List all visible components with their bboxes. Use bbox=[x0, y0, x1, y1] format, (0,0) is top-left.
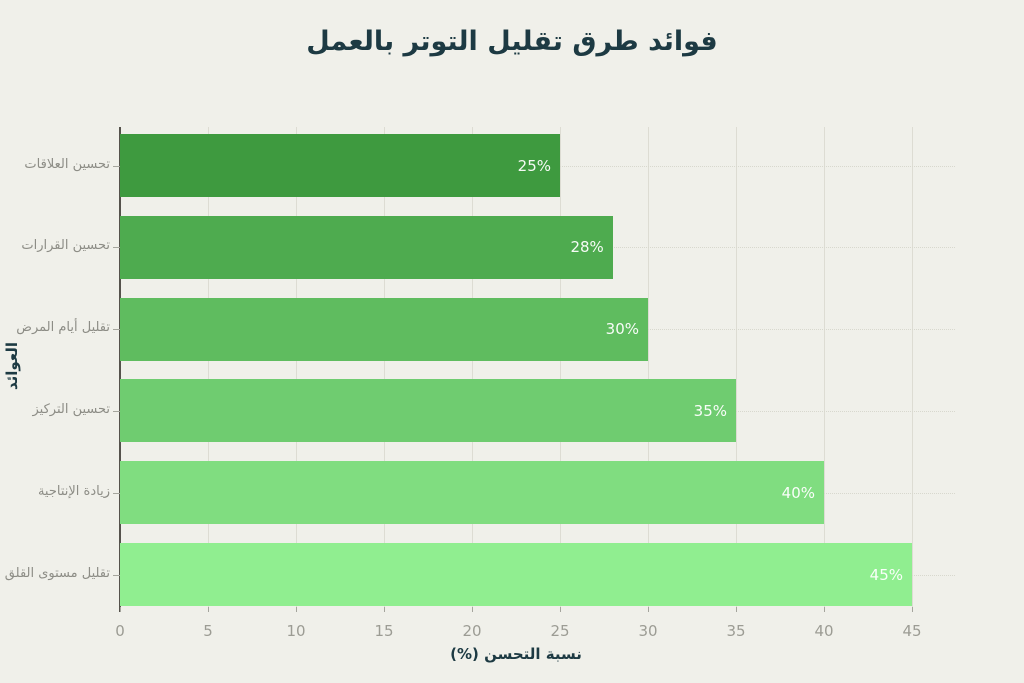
vertical-gridline bbox=[912, 127, 913, 607]
category-tick-mark bbox=[113, 329, 120, 331]
y-axis-line bbox=[119, 127, 121, 612]
x-tick-mark bbox=[120, 607, 121, 612]
vertical-gridline bbox=[648, 127, 649, 607]
vertical-gridline bbox=[296, 127, 297, 607]
x-tick-label: 25 bbox=[550, 622, 570, 640]
bar-value-label: 30% bbox=[605, 320, 639, 339]
x-tick-mark bbox=[208, 607, 209, 612]
category-tick-mark bbox=[113, 492, 120, 494]
bar: 35% bbox=[120, 379, 736, 443]
category-label: تحسين التركيز bbox=[32, 401, 110, 417]
plot-area: 25% 28% 30% 35% 40% 45% bbox=[120, 127, 955, 607]
vertical-gridline bbox=[472, 127, 473, 607]
bar: 45% bbox=[120, 543, 912, 606]
bar-value-label: 45% bbox=[869, 565, 903, 584]
x-tick-label: 15 bbox=[374, 622, 394, 640]
bar: 28% bbox=[120, 215, 613, 279]
x-tick-label: 30 bbox=[638, 622, 658, 640]
category-tick-mark bbox=[113, 410, 120, 412]
x-tick-mark bbox=[296, 607, 297, 612]
category-tick-mark bbox=[113, 165, 120, 167]
x-tick-label: 35 bbox=[726, 622, 746, 640]
category-label: تحسين القرارات bbox=[21, 238, 110, 254]
bar-value-label: 40% bbox=[781, 483, 815, 502]
category-label: تقليل أيام المرض bbox=[16, 320, 110, 336]
bar: 30% bbox=[120, 297, 648, 361]
x-tick-mark bbox=[824, 607, 825, 612]
category-label: زيادة الإنتاجية bbox=[37, 483, 110, 499]
bar-value-label: 25% bbox=[517, 156, 551, 175]
x-tick-label: 10 bbox=[286, 622, 306, 640]
category-label: تحسين العلاقات bbox=[24, 156, 110, 172]
x-tick-mark bbox=[736, 607, 737, 612]
vertical-gridline bbox=[384, 127, 385, 607]
bar: 40% bbox=[120, 461, 824, 525]
category-label: تقليل مستوى القلق bbox=[4, 565, 110, 581]
category-tick-mark bbox=[113, 247, 120, 249]
x-tick-mark bbox=[384, 607, 385, 612]
x-tick-mark bbox=[560, 607, 561, 612]
x-tick-label: 20 bbox=[462, 622, 482, 640]
vertical-gridline bbox=[736, 127, 737, 607]
x-tick-label: 45 bbox=[902, 622, 922, 640]
bar-value-label: 35% bbox=[693, 401, 727, 420]
x-tick-label: 40 bbox=[814, 622, 834, 640]
x-tick-mark bbox=[472, 607, 473, 612]
x-tick-label: 5 bbox=[203, 622, 213, 640]
bar: 25% bbox=[120, 134, 560, 197]
vertical-gridline bbox=[208, 127, 209, 607]
category-tick-mark bbox=[113, 574, 120, 576]
bar-value-label: 28% bbox=[570, 238, 604, 257]
x-tick-mark bbox=[912, 607, 913, 612]
x-axis-title: نسبة التحسن (%) bbox=[450, 645, 582, 663]
vertical-gridline bbox=[824, 127, 825, 607]
chart-title: فوائد طرق تقليل التوتر بالعمل bbox=[306, 26, 718, 57]
x-tick-mark bbox=[648, 607, 649, 612]
x-tick-label: 0 bbox=[115, 622, 125, 640]
vertical-gridline bbox=[560, 127, 561, 607]
